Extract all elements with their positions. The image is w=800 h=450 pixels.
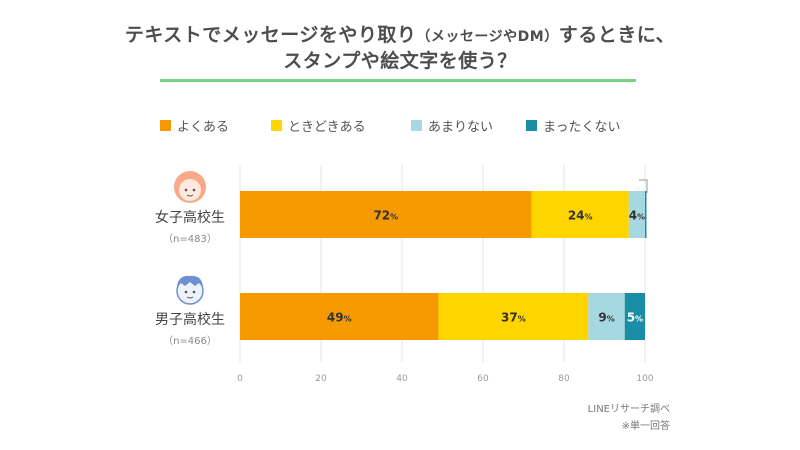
bar-segment-girls-mattaku: [645, 191, 647, 238]
legend-label-yoku: よくある: [177, 120, 230, 135]
data-label-girls-tokidoki: 24%: [568, 209, 593, 223]
legend-swatch-tokidoki: [271, 120, 282, 131]
legend-item-yoku: よくある: [160, 116, 229, 135]
data-label-girls-amari: 4%: [629, 209, 645, 223]
data-label-girls-yoku: 72%: [373, 209, 398, 223]
legend-label-tokidoki: ときどきある: [288, 120, 366, 135]
answer-type-note: ※単一回答: [621, 421, 670, 432]
boy-face-icon: [176, 275, 204, 305]
sample-size-girls: （n=483）: [163, 233, 217, 245]
data-label-boys-amari: 9%: [598, 311, 614, 325]
bar-segment-girls-amari: [628, 191, 645, 238]
category-label-girls: 女子高校生: [155, 209, 225, 226]
zero-value-leader-line: [639, 179, 648, 193]
legend-item-mattaku: まったくない: [526, 116, 620, 135]
data-label-boys-mattaku: 5%: [627, 311, 643, 325]
sample-size-boys: （n=466）: [163, 335, 217, 347]
category-label-boys: 男子高校生: [155, 311, 225, 328]
chart-title-line2: スタンプや絵文字を使う？: [283, 50, 517, 72]
chart-title-line1: テキストでメッセージをやり取り（メッセージやDM）するときに、: [0, 20, 800, 47]
title-paren-text: （メッセージやDM）: [416, 29, 559, 45]
bar-segment-girls-tokidoki: [531, 191, 629, 238]
data-label-boys-yoku: 49%: [327, 311, 352, 325]
x-tick-label-100: 100: [636, 374, 653, 384]
x-tick-label-60: 60: [477, 374, 489, 384]
x-tick-label-80: 80: [558, 374, 570, 384]
x-tick-label-0: 0: [237, 374, 243, 384]
x-tick-label-40: 40: [396, 374, 408, 384]
legend: よくある ときどきある あまりない まったくない: [0, 116, 800, 136]
title-underline: [160, 79, 636, 82]
x-tick-label-20: 20: [315, 374, 327, 384]
bar-segment-boys-yoku: [240, 293, 439, 340]
legend-item-tokidoki: ときどきある: [271, 116, 366, 135]
bar-segment-boys-tokidoki: [438, 293, 589, 340]
bar-segment-girls-yoku: [240, 191, 532, 238]
legend-label-mattaku: まったくない: [543, 120, 621, 135]
legend-swatch-amari: [411, 120, 422, 131]
source-note: LINEリサーチ調べ: [587, 404, 670, 415]
legend-swatch-mattaku: [526, 120, 537, 131]
data-label-girls-mattaku: 0%: [623, 174, 639, 188]
data-label-boys-tokidoki: 37%: [501, 311, 526, 325]
bar-segment-boys-mattaku: [624, 293, 645, 340]
girl-face-icon: [174, 171, 206, 203]
title-main-text: テキストでメッセージをやり取り: [124, 24, 417, 46]
legend-swatch-yoku: [160, 120, 171, 131]
bar-segment-boys-amari: [588, 293, 625, 340]
legend-item-amari: あまりない: [411, 116, 493, 135]
legend-label-amari: あまりない: [428, 120, 494, 135]
title-tail-text: するときに、: [558, 24, 676, 46]
